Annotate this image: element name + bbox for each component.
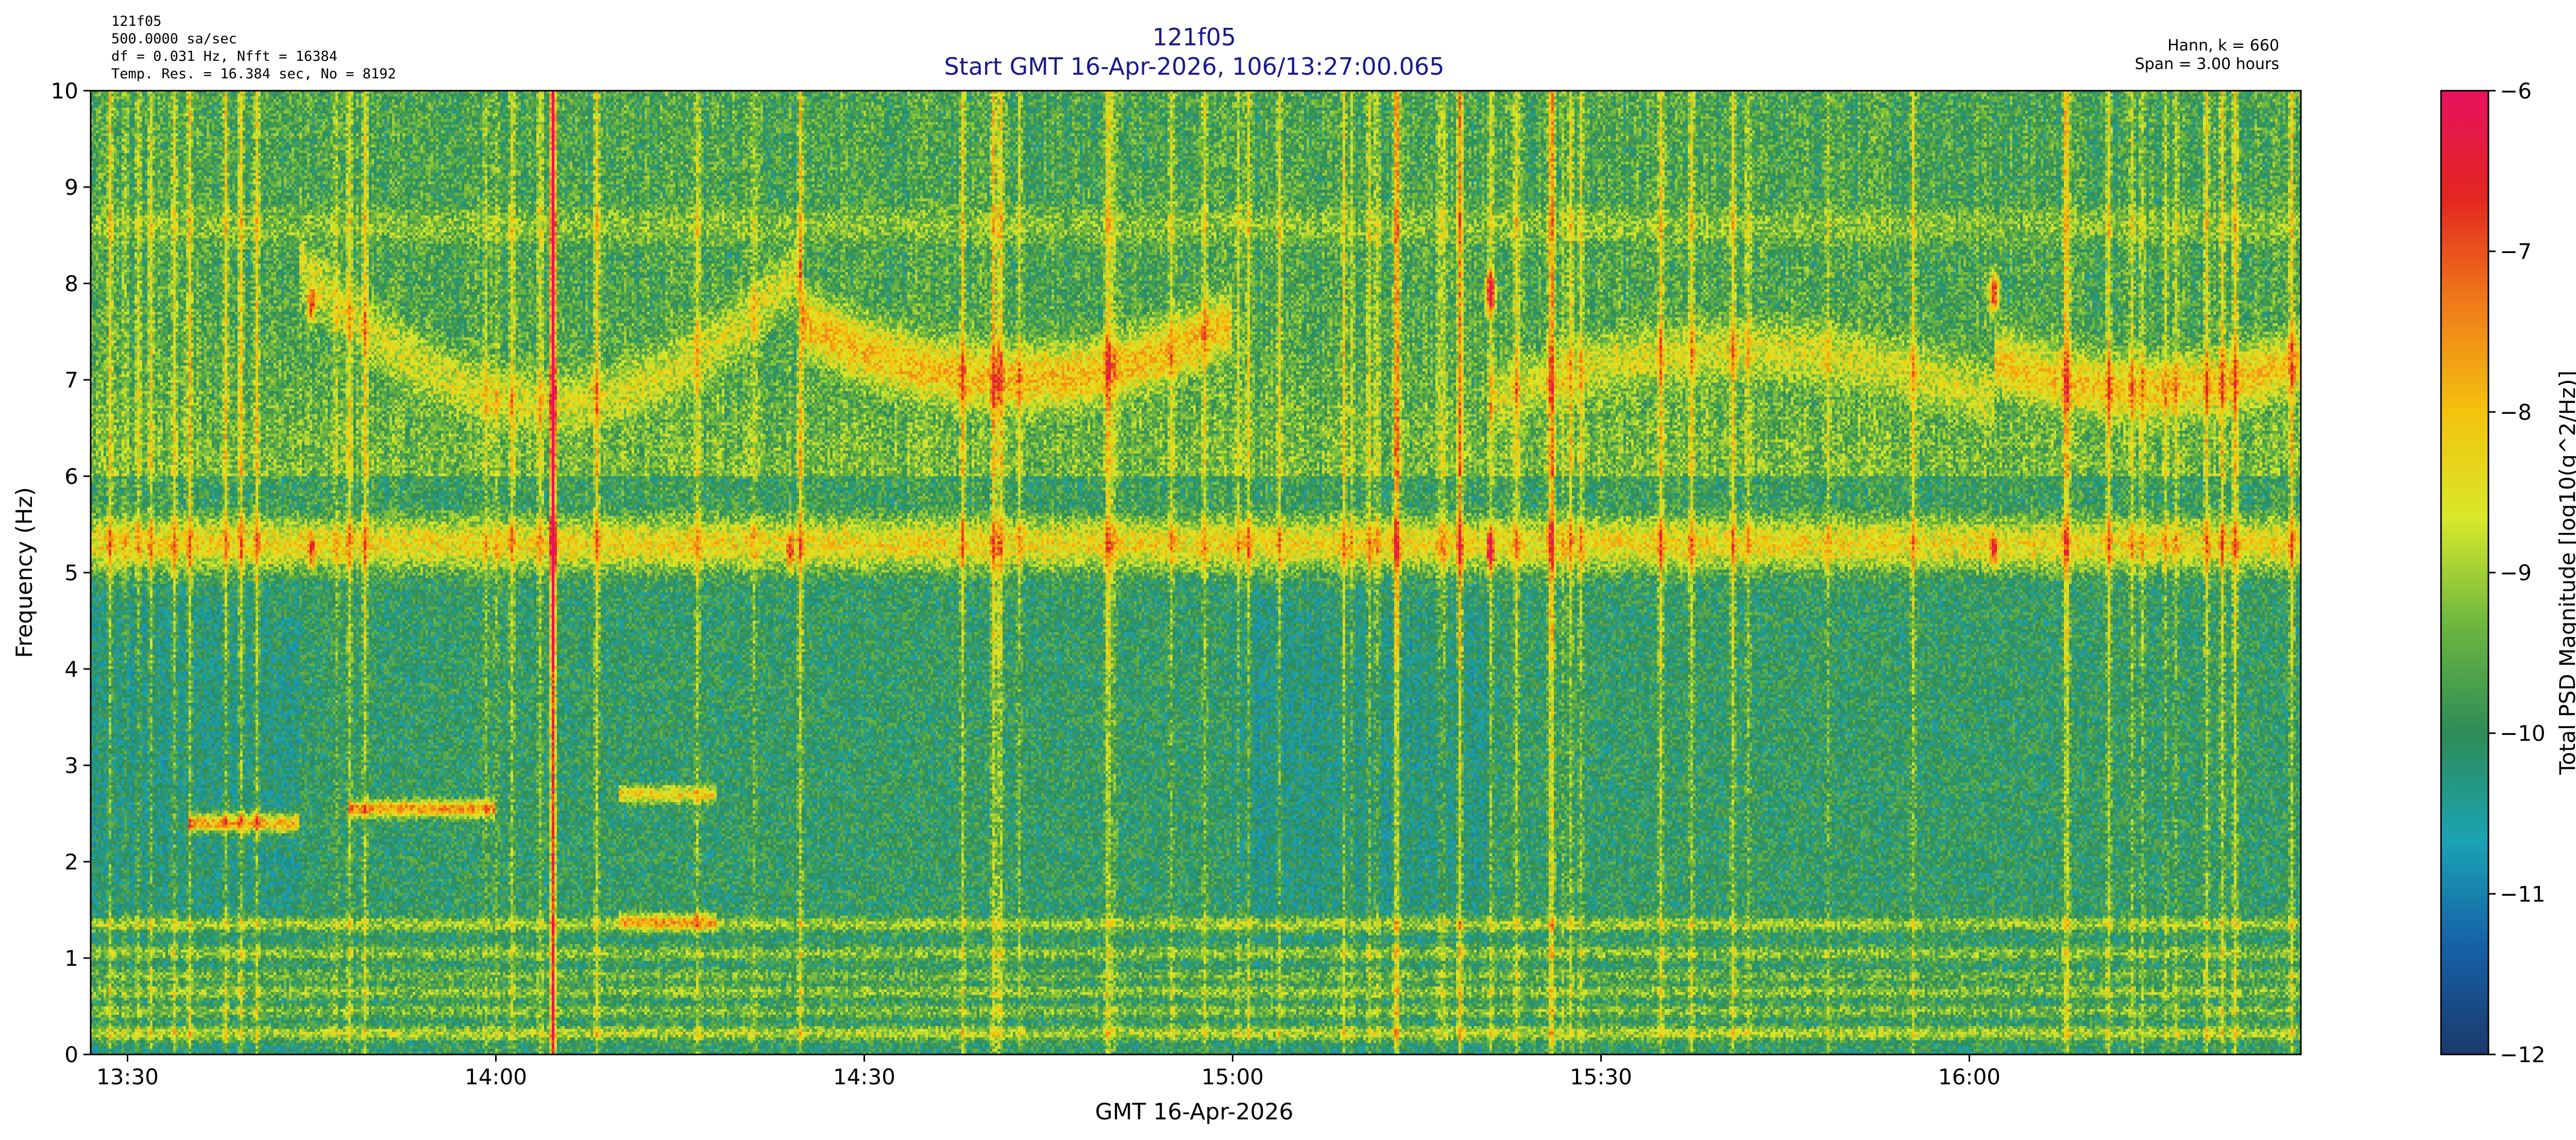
y-tick-label: 5 [64, 560, 78, 585]
colorbar-label: Total PSD Magnitude [log10(g^2/Hz)] [2555, 371, 2576, 775]
x-tick-label: 16:00 [1938, 1064, 2001, 1089]
info-left-line: 500.0000 sa/sec [111, 31, 237, 47]
colorbar-tick-label: −11 [2500, 881, 2546, 907]
x-tick-label: 13:30 [96, 1064, 159, 1089]
y-tick-label: 3 [64, 753, 78, 778]
colorbar-tick-label: −6 [2500, 78, 2532, 104]
info-left-line: df = 0.031 Hz, Nfft = 16384 [111, 48, 337, 64]
colorbar-tick-label: −10 [2500, 721, 2546, 746]
x-tick-label: 14:00 [465, 1064, 527, 1089]
info-left-line: Temp. Res. = 16.384 sec, No = 8192 [111, 66, 396, 82]
y-tick-label: 8 [64, 271, 78, 296]
colorbar-tick-label: −9 [2500, 560, 2532, 585]
colorbar-ticks: −12 −11 −10 −9 −8 −7 −6 [2488, 78, 2546, 1067]
y-tick-label: 1 [64, 946, 78, 971]
y-tick-label: 7 [64, 367, 78, 393]
colorbar-tick-label: −7 [2500, 239, 2532, 264]
info-right-line: Hann, k = 660 [2167, 37, 2279, 55]
colorbar-tick-label: −8 [2500, 399, 2532, 425]
y-axis-ticks: 0 1 2 3 4 5 6 7 8 9 10 [51, 78, 91, 1067]
info-right-line: Span = 3.00 hours [2135, 55, 2279, 73]
y-tick-label: 4 [64, 657, 78, 682]
colorbar-tick-label: −12 [2500, 1042, 2546, 1067]
y-tick-label: 9 [64, 175, 78, 200]
info-left-line: 121f05 [111, 13, 162, 29]
plot-area: 13:30 14:00 14:30 15:00 15:30 16:00 0 1 2 3 4 5 6 7 8… [51, 78, 2302, 1089]
chart-title: 121f05 [1153, 23, 1236, 51]
y-tick-label: 2 [64, 849, 78, 875]
y-tick-label: 0 [64, 1042, 78, 1067]
heatmap-image [91, 91, 2301, 1054]
x-tick-label: 15:00 [1201, 1064, 1264, 1089]
x-axis-ticks: 13:30 14:00 14:30 15:00 15:30 16:00 [96, 1054, 2001, 1089]
colorbar: −12 −11 −10 −9 −8 −7 −6 Total PSD Magnitude [l… [2440, 78, 2576, 1067]
x-tick-label: 15:30 [1570, 1064, 1632, 1089]
y-tick-label: 10 [51, 78, 78, 104]
x-tick-label: 14:30 [833, 1064, 895, 1089]
y-tick-label: 6 [64, 464, 78, 489]
x-axis-label: GMT 16-Apr-2026 [1095, 1099, 1294, 1125]
y-axis-label: Frequency (Hz) [11, 487, 38, 658]
colorbar-scale [2440, 90, 2489, 1055]
chart-subtitle: Start GMT 16-Apr-2026, 106/13:27:00.065 [944, 53, 1444, 80]
